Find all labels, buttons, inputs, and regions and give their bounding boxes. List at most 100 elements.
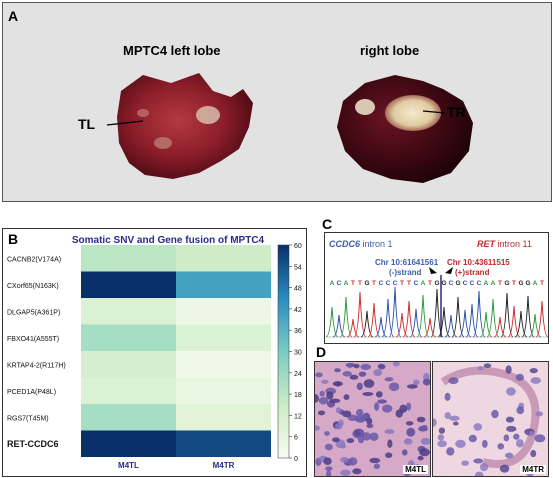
- tl-label: TL: [78, 116, 96, 132]
- histology-m4tl: M4TL: [314, 361, 431, 477]
- sequence-base: C: [379, 280, 384, 287]
- heatmap-cell: [81, 351, 176, 378]
- sequence-base: T: [407, 280, 411, 287]
- sequence-base: T: [358, 280, 362, 287]
- heatmap-cell: [176, 245, 271, 272]
- sequence-base: G: [504, 280, 509, 287]
- chromatogram-peak: [444, 314, 458, 338]
- sequence-base: T: [428, 280, 432, 287]
- sequence-base: G: [518, 280, 523, 287]
- heatmap-row-label: CACNB2(V174A): [7, 256, 61, 263]
- panel-a-photo: MPTC4 left lobe right lobe TL TR: [2, 2, 552, 202]
- left-lobe-title: MPTC4 left lobe: [123, 43, 221, 58]
- colorbar-tick-label: 48: [294, 286, 302, 293]
- ret-intron-text: intron 11: [495, 239, 532, 249]
- heatmap-cell: [176, 271, 271, 298]
- heatmap-cell: [81, 324, 176, 351]
- panel-b-heatmap: Somatic SNV and Gene fusion of MPTC4 CAC…: [2, 228, 307, 477]
- heatmap-cell: [176, 351, 271, 378]
- sequence-base: C: [393, 280, 398, 287]
- gross-specimen-photo: [106, 73, 473, 183]
- chromatogram-peak: [514, 310, 528, 338]
- heatmap-cell: [176, 430, 271, 457]
- chromatogram-peak: [528, 313, 542, 338]
- sequence-base: A: [421, 280, 426, 287]
- chromatogram-peak: [493, 316, 507, 338]
- ccdc6-chr-coord: Chr 10:61641561: [375, 258, 439, 267]
- sequence-base: A: [484, 280, 489, 287]
- colorbar: [277, 244, 290, 459]
- ret-chr-coord: Chr 10:43611515: [447, 258, 510, 267]
- panel-c-chromatogram: CCDC6 intron 1 RET intron 11 Chr 10:6164…: [324, 232, 549, 344]
- heatmap-row-label: CXorf65(N163K): [7, 283, 59, 290]
- heatmap-cell: [81, 298, 176, 325]
- sequence-base: T: [372, 280, 376, 287]
- heatmap-cell: [176, 377, 271, 404]
- histology-m4tr-image: [433, 362, 548, 476]
- panel-letter-b: B: [8, 231, 19, 247]
- panel-letter-d: D: [316, 344, 327, 360]
- heatmap-column-label: M4TR: [213, 461, 235, 470]
- sequence-base: G: [441, 280, 446, 287]
- heatmap-chart: Somatic SNV and Gene fusion of MPTC4 CAC…: [7, 235, 302, 470]
- histology-m4tl-image: [315, 362, 430, 476]
- left-lobe-specimen: [117, 73, 253, 179]
- colorbar-tick-label: 24: [294, 371, 302, 378]
- colorbar-tick-label: 18: [294, 392, 302, 399]
- sequence-base: T: [498, 280, 502, 287]
- ret-arrow-icon: [445, 267, 453, 274]
- tl-pointer-line: [106, 120, 144, 126]
- heatmap-cell: [81, 404, 176, 431]
- chromatogram-peak: [423, 317, 437, 338]
- ccdc6-gene-name: CCDC6: [329, 239, 361, 249]
- ccdc6-arrow-icon: [429, 267, 437, 274]
- chromatogram-peak: [507, 305, 521, 338]
- sequence-base: C: [477, 280, 482, 287]
- heatmap-title: Somatic SNV and Gene fusion of MPTC4: [72, 235, 265, 246]
- sequence-base: C: [463, 280, 468, 287]
- chromatogram-peak: [346, 318, 360, 338]
- sequence-base: C: [449, 280, 454, 287]
- ccdc6-intron-text: intron 1: [360, 239, 393, 249]
- heatmap-cell: [81, 377, 176, 404]
- ret-gene-name: RET: [477, 239, 495, 249]
- heatmap-cell: [176, 324, 271, 351]
- panel-letter-a: A: [8, 8, 19, 24]
- sequence-base: C: [470, 280, 475, 287]
- heatmap-row-label: RGS7(T45M): [7, 415, 49, 422]
- colorbar-tick-label: 60: [294, 243, 302, 250]
- right-lobe-title: right lobe: [360, 43, 420, 58]
- chromatogram-peak: [458, 309, 472, 338]
- heatmap-row-label: DLGAP5(A361P): [7, 309, 60, 316]
- sequence-base: A: [491, 280, 496, 287]
- chromatogram-peak: [332, 314, 346, 338]
- chromatogram-peak: [465, 303, 479, 338]
- ccdc6-strand: (-)strand: [389, 268, 422, 277]
- chromatogram-peak: [381, 298, 395, 338]
- chromatogram-peak: [535, 300, 548, 338]
- colorbar-tick-label: 0: [294, 456, 298, 463]
- sequence-base: T: [540, 280, 544, 287]
- sequence-base: T: [351, 280, 355, 287]
- heatmap-cell: [176, 404, 271, 431]
- ret-strand: (+)strand: [455, 268, 490, 277]
- tr-pointer-line: [422, 110, 446, 114]
- colorbar-tick-label: 12: [294, 413, 302, 420]
- heatmap-row-label: KRTAP4-2(R117H): [7, 362, 66, 369]
- sequence-base: A: [330, 280, 335, 287]
- chromatogram-peak: [409, 308, 423, 338]
- colorbar-tick-label: 42: [294, 307, 302, 314]
- sequence-base: C: [337, 280, 342, 287]
- chromatogram-peak: [360, 310, 374, 338]
- heatmap-cell: [81, 245, 176, 272]
- sequence-base: T: [400, 280, 404, 287]
- colorbar-tick-label: 54: [294, 264, 302, 271]
- sequence-base: C: [414, 280, 419, 287]
- chromatogram-peak: [395, 312, 409, 338]
- colorbar-tick-label: 36: [294, 328, 302, 335]
- chromatogram-peak: [479, 311, 493, 338]
- chromatogram-peak: [374, 316, 388, 338]
- heatmap-row-label: PCED1A(P48L): [7, 389, 56, 396]
- tr-label: TR: [447, 104, 466, 120]
